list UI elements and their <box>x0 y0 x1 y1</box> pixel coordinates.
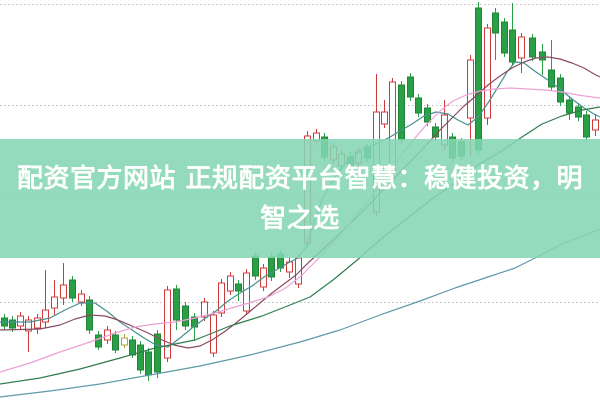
candle <box>501 18 508 57</box>
candle <box>243 269 250 315</box>
candle <box>252 252 259 280</box>
candle <box>34 314 41 334</box>
candle <box>60 263 67 305</box>
candle <box>95 331 102 350</box>
candle <box>484 24 491 125</box>
candle <box>338 150 345 170</box>
candle <box>389 78 396 177</box>
candle <box>449 133 456 162</box>
candle <box>235 280 242 301</box>
ma-line-slow-green <box>0 106 600 385</box>
candle <box>313 129 320 145</box>
candle <box>407 73 414 101</box>
candle <box>182 302 189 330</box>
candle <box>330 143 337 164</box>
candle <box>112 331 119 353</box>
candle <box>137 341 144 374</box>
candle <box>415 94 422 117</box>
candle <box>121 334 128 348</box>
candle <box>304 131 311 247</box>
candle <box>509 3 516 66</box>
candle <box>529 34 536 61</box>
candle <box>398 81 405 144</box>
candle <box>347 152 354 173</box>
candle <box>518 33 525 73</box>
candle <box>566 96 573 120</box>
candle <box>286 257 293 278</box>
candle <box>17 312 24 330</box>
candle <box>164 286 171 362</box>
candle <box>268 253 275 281</box>
candle <box>492 8 499 60</box>
candle <box>583 111 590 141</box>
candle <box>592 114 599 136</box>
candle <box>69 276 76 302</box>
candle <box>321 133 328 161</box>
candle <box>51 280 58 315</box>
candle <box>201 298 208 321</box>
candle <box>475 2 482 154</box>
candle <box>227 272 234 295</box>
candle <box>539 44 546 75</box>
candle <box>381 100 388 128</box>
candle <box>173 285 180 330</box>
candle <box>458 138 465 160</box>
candle <box>467 55 474 157</box>
